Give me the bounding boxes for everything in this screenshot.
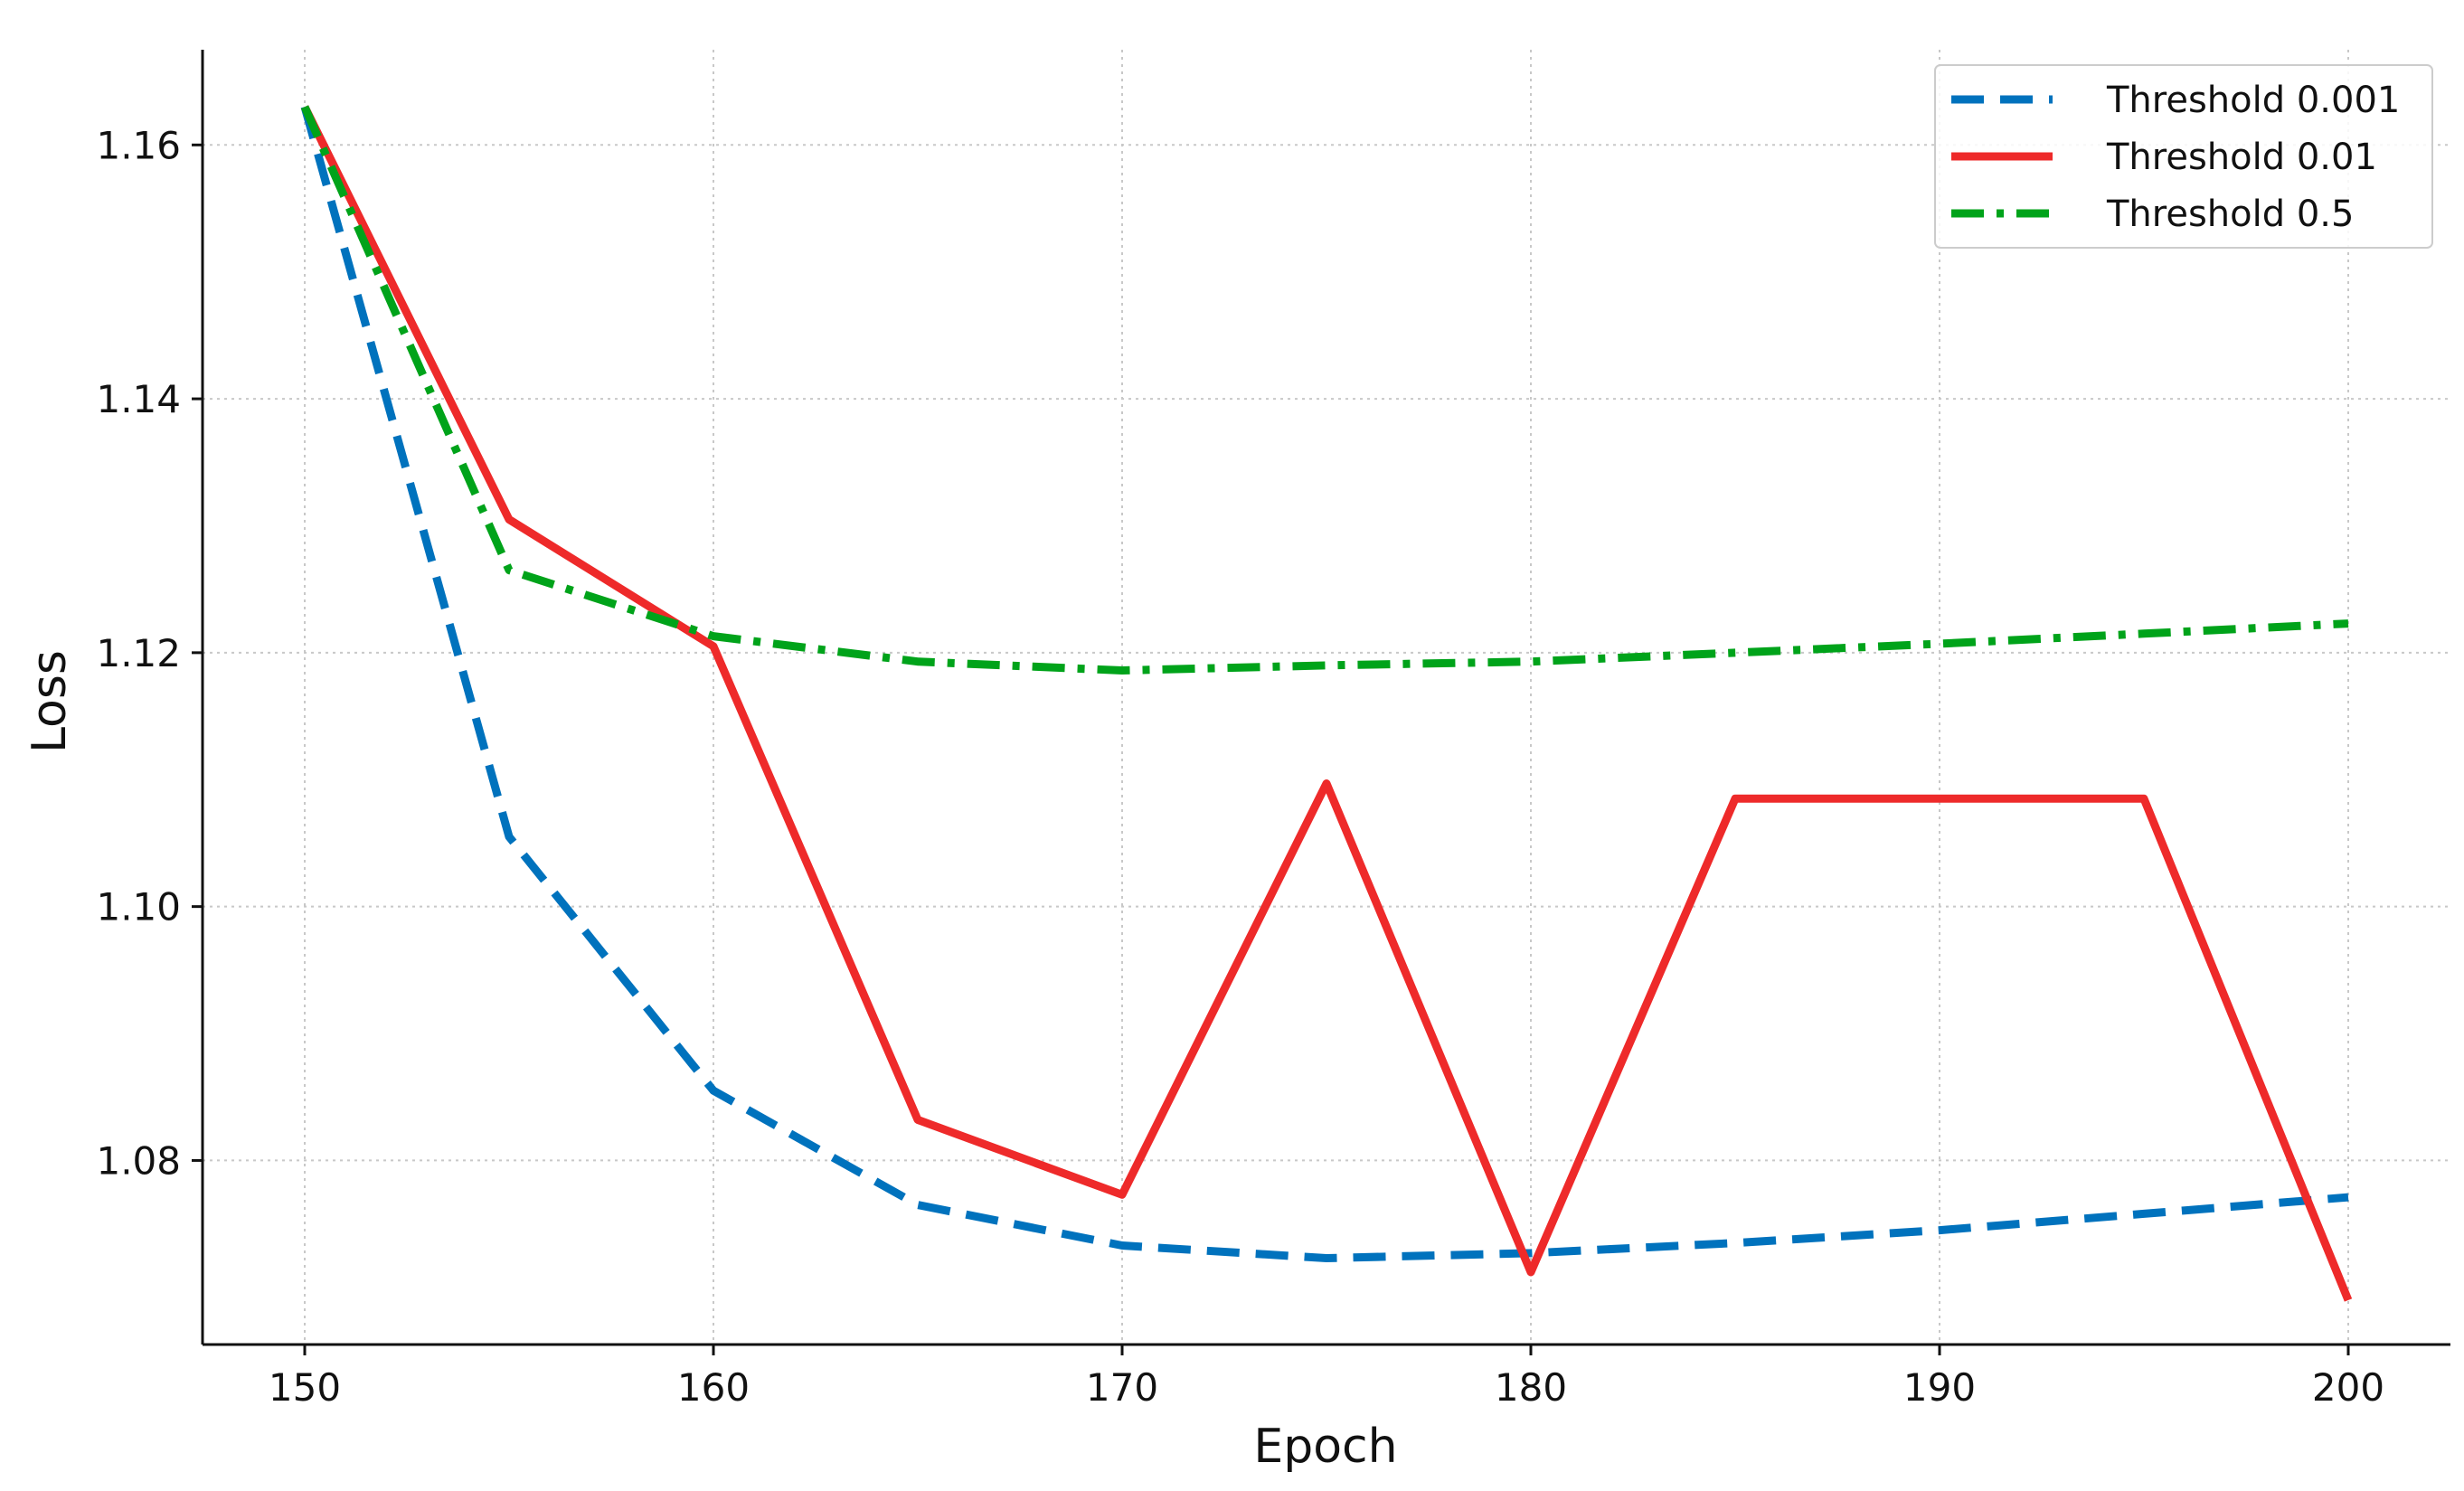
legend: Threshold 0.001 Threshold 0.01 Threshold… <box>1934 64 2433 249</box>
x-tick-label: 180 <box>1495 1365 1567 1410</box>
y-axis-title: Loss <box>23 650 77 753</box>
x-axis-title: Epoch <box>1253 1420 1397 1474</box>
x-tick-label: 200 <box>2312 1365 2384 1410</box>
grid-lines <box>203 50 2450 1345</box>
x-tick-label: 190 <box>1903 1365 1976 1410</box>
axes <box>201 50 2450 1346</box>
y-tick-label: 1.08 <box>96 1138 181 1183</box>
x-tick-label: 150 <box>269 1365 341 1410</box>
y-tick-label: 1.14 <box>96 377 181 421</box>
x-ticks: 150 160 170 180 190 200 <box>269 1345 2384 1410</box>
x-tick-label: 170 <box>1086 1365 1158 1410</box>
legend-label-threshold-001: Threshold 0.01 <box>2106 137 2377 178</box>
legend-label-threshold-0001: Threshold 0.001 <box>2106 80 2400 121</box>
legend-label-threshold-05: Threshold 0.5 <box>2106 193 2354 235</box>
y-tick-label: 1.16 <box>96 123 181 167</box>
y-tick-label: 1.10 <box>96 885 181 930</box>
x-tick-label: 160 <box>677 1365 750 1410</box>
legend-frame <box>1934 64 2433 249</box>
y-tick-label: 1.12 <box>96 631 181 675</box>
series-line <box>300 105 2349 1262</box>
series-line <box>300 105 2353 1302</box>
series-lines <box>300 105 2353 1302</box>
y-ticks: 1.08 1.10 1.12 1.14 1.16 <box>96 123 203 1183</box>
